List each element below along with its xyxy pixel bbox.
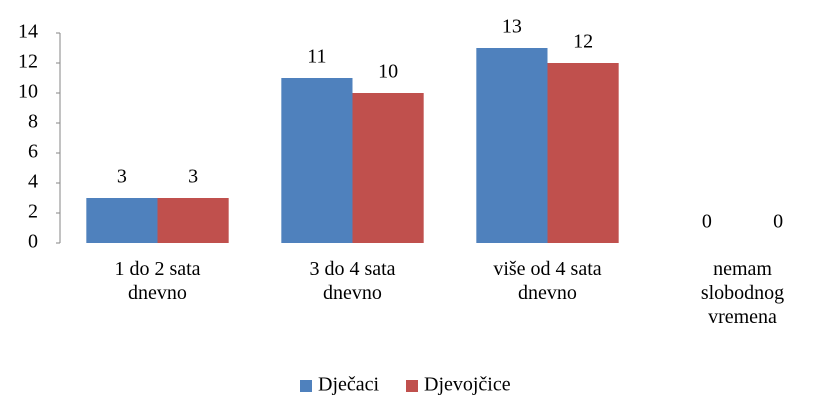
bar xyxy=(281,78,353,243)
y-tick-label: 4 xyxy=(28,171,38,193)
value-label: 3 xyxy=(188,166,198,188)
value-label: 10 xyxy=(378,61,398,83)
legend-swatch xyxy=(406,380,418,392)
value-label: 0 xyxy=(773,211,783,233)
value-label: 3 xyxy=(117,166,127,188)
y-tick-label: 2 xyxy=(28,201,38,223)
x-tick-label: 1 do 2 sata dnevno xyxy=(114,258,201,304)
bar xyxy=(352,93,424,243)
value-label: 0 xyxy=(702,211,712,233)
y-tick-label: 0 xyxy=(28,231,38,253)
x-tick-label-box: 1 do 2 sata dnevno xyxy=(114,258,201,304)
x-tick-label-box: više od 4 sata dnevno xyxy=(493,258,602,304)
x-tick-label: 3 do 4 sata dnevno xyxy=(309,258,396,304)
x-tick-label: nemam slobodnog vremena xyxy=(700,258,785,328)
bar xyxy=(476,48,548,243)
y-tick-label: 8 xyxy=(28,111,38,133)
x-tick-label: više od 4 sata dnevno xyxy=(493,258,602,304)
y-tick-label: 14 xyxy=(18,21,38,43)
y-tick-label: 6 xyxy=(28,141,38,163)
value-label: 11 xyxy=(307,46,326,68)
bar xyxy=(86,198,158,243)
value-label: 13 xyxy=(502,16,522,38)
bar xyxy=(157,198,229,243)
bar xyxy=(547,63,619,243)
legend-label: Djevojčice xyxy=(424,374,511,396)
y-tick-label: 12 xyxy=(18,51,38,73)
y-tick-label: 10 xyxy=(18,81,38,103)
x-tick-label-box: 3 do 4 sata dnevno xyxy=(309,258,396,304)
x-tick-label-box: nemam slobodnog vremena xyxy=(700,258,785,328)
legend-label: Dječaci xyxy=(318,374,380,396)
legend-swatch xyxy=(300,380,312,392)
value-label: 12 xyxy=(573,31,593,53)
